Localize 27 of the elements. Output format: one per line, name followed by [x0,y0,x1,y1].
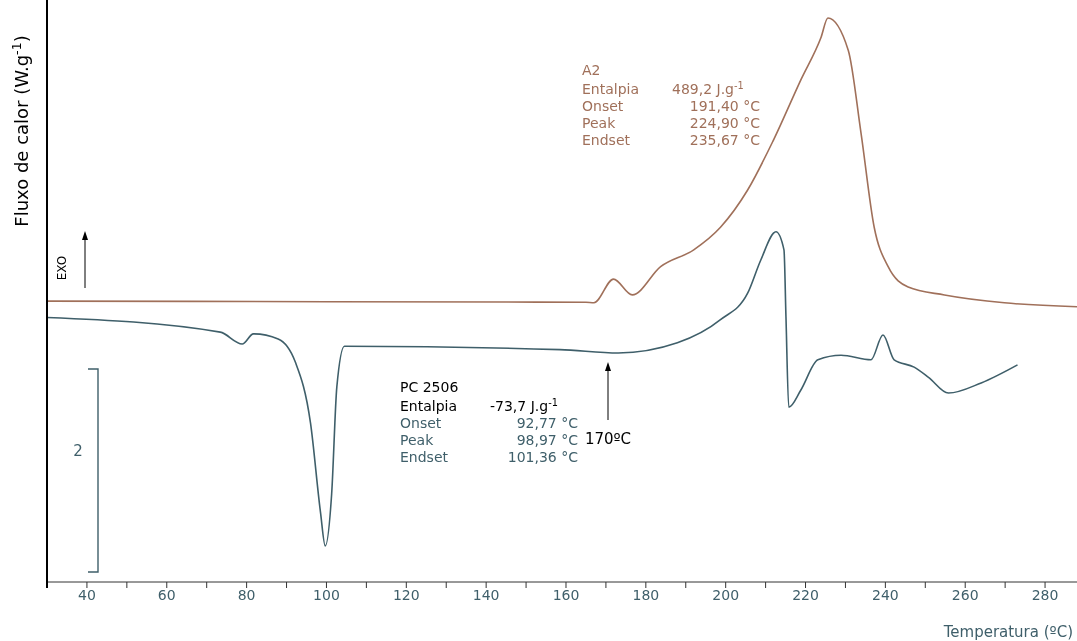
text: Peak 224,90 °C [582,115,760,131]
x-tick-label: 220 [792,586,819,603]
x-axis-title: Temperatura (ºC) [942,623,1073,641]
x-tick-label: 280 [1031,586,1059,603]
x-tick-label: 240 [872,586,899,603]
text: Entalpia 489,2 J.g$^{-1}$ [582,79,744,97]
text: Entalpia -73,7 J.g$^{-1}$ [400,396,558,414]
text: PC 2506 [400,379,459,395]
x-tick-label: 200 [712,586,740,603]
x-tick-label: 80 [237,586,256,603]
x-tick-label: 140 [472,586,500,603]
text: A2 [582,62,601,78]
x-tick-label: 60 [157,586,176,603]
text: Endset 235,67 °C [582,132,760,148]
x-tick-label: 160 [552,586,580,603]
x-tick-label: 120 [392,586,420,603]
x-tick-label: 260 [951,586,979,603]
text: Onset 191,40 °C [582,98,760,114]
annotation: EXO [55,255,69,281]
annotation: 2 [73,442,83,460]
x-tick-label: 180 [632,586,660,603]
text: Peak 98,97 °C [400,432,578,448]
x-tick-label: 40 [78,586,96,603]
annotation: 170ºC [584,430,632,448]
text: Endset 101,36 °C [400,449,578,465]
text: Onset 92,77 °C [400,415,578,431]
x-tick-label: 100 [313,586,340,603]
